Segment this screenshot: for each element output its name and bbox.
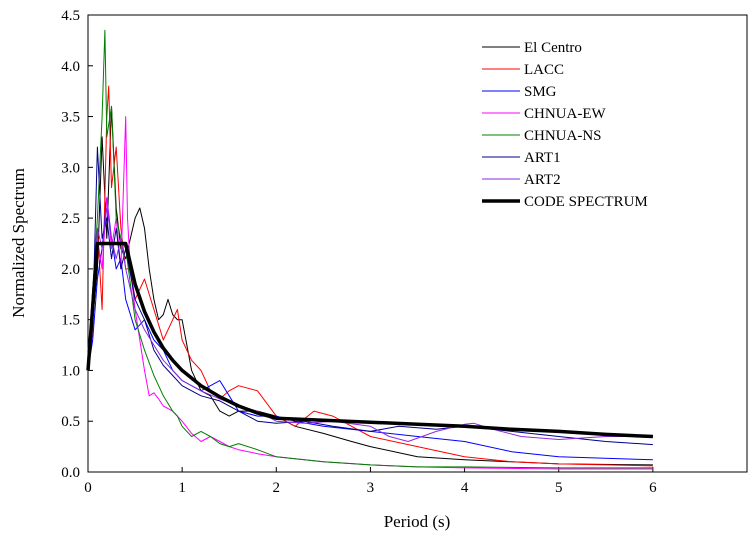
y-tick-label: 4.5 bbox=[61, 8, 80, 24]
legend-label-lacc: LACC bbox=[524, 62, 564, 78]
y-tick-label: 0.0 bbox=[61, 465, 80, 481]
plot-frame bbox=[87, 14, 748, 473]
legend-label-chnua-ew: CHNUA-EW bbox=[524, 106, 606, 122]
y-tick-label: 4.0 bbox=[61, 59, 80, 75]
legend-label-el-centro: El Centro bbox=[524, 40, 582, 56]
series-line-chnua-ns bbox=[87, 29, 653, 469]
x-tick-label: 3 bbox=[367, 480, 375, 496]
legend-label-code-spectrum: CODE SPECTRUM bbox=[524, 194, 648, 210]
y-tick-label: 3.5 bbox=[61, 110, 80, 126]
legend: El Centro LACC SMG CHNUA-EW CHNUA-NS ART1 ART2… bbox=[482, 40, 648, 210]
legend-label-art1: ART1 bbox=[524, 150, 561, 166]
legend-label-art2: ART2 bbox=[524, 172, 561, 188]
legend-label-chnua-ns: CHNUA-NS bbox=[524, 128, 602, 144]
x-tick-label: 6 bbox=[649, 480, 657, 496]
y-tick-label: 3.0 bbox=[61, 160, 80, 176]
series-group bbox=[86, 29, 653, 470]
y-tick-label: 1.0 bbox=[61, 363, 80, 379]
series-line-el-centro bbox=[87, 105, 653, 466]
series-line-art2 bbox=[87, 207, 653, 442]
x-tick-label: 4 bbox=[461, 480, 469, 496]
axis-ticks: 0 1 2 3 4 5 6 0.0 0.5 1.0 1.5 2.0 2.5 3.0 3.5 4.0 4.5 bbox=[61, 8, 657, 496]
series-line-lacc bbox=[87, 85, 653, 467]
legend-label-smg: SMG bbox=[524, 84, 557, 100]
x-axis-label: Period (s) bbox=[384, 512, 451, 531]
x-tick-label: 1 bbox=[178, 480, 186, 496]
y-tick-label: 1.5 bbox=[61, 313, 80, 329]
y-tick-label: 0.5 bbox=[61, 414, 80, 430]
x-tick-label: 2 bbox=[273, 480, 281, 496]
series-line-code-spectrum bbox=[86, 241, 653, 439]
y-tick-label: 2.5 bbox=[61, 211, 80, 227]
y-tick-label: 2.0 bbox=[61, 262, 80, 278]
series-line-chnua-ew bbox=[87, 116, 653, 470]
series-line-art1 bbox=[87, 146, 653, 446]
x-tick-label: 5 bbox=[555, 480, 563, 496]
y-axis-label: Normalized Spectrum bbox=[9, 168, 28, 318]
x-tick-label: 0 bbox=[84, 480, 92, 496]
